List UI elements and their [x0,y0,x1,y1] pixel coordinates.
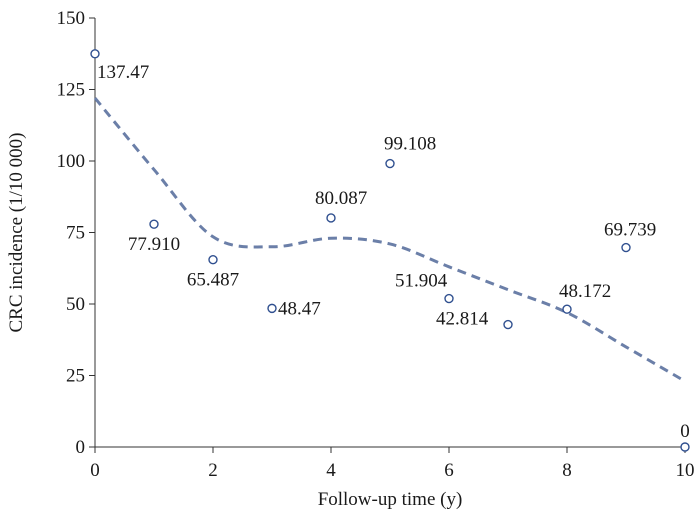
x-tick-label: 2 [208,460,218,481]
data-point [267,303,277,314]
data-point [326,213,336,223]
data-point [503,319,513,330]
data-labels: 137.47 77.910 65.487 48.47 80.087 99.108 51.90… [97,62,690,442]
x-tick-label: 6 [444,460,454,481]
y-tick-label: 50 [66,294,85,315]
trendline [93,97,686,383]
data-label: 0 [680,421,690,442]
x-tick-label: 0 [90,460,100,481]
data-label: 48.47 [278,298,321,319]
data-point [621,242,631,253]
y-tick-label: 150 [57,8,86,29]
data-label: 80.087 [315,188,367,209]
data-points [90,49,690,452]
data-point [90,49,100,59]
data-label: 51.904 [395,271,448,292]
plot-area: 0 25 50 75 100 125 150 0 2 4 6 8 10 137.47 77.910 65.… [57,8,695,481]
x-tick-label: 4 [326,460,336,481]
y-axis-ticks: 0 25 50 75 100 125 150 [57,8,95,458]
y-tick-label: 100 [57,151,86,172]
y-tick-label: 25 [66,366,85,387]
data-point [444,293,454,304]
x-tick-label: 10 [676,460,695,481]
data-point [680,442,690,452]
x-axis-ticks: 0 2 4 6 8 10 [90,447,695,481]
y-axis-title: CRC incidence (1/10 000) [6,133,27,333]
data-label: 77.910 [128,234,180,255]
data-point [149,219,159,229]
data-label: 69.739 [604,220,656,241]
y-tick-label: 75 [66,223,85,244]
data-point [385,158,395,169]
data-label: 99.108 [384,134,436,155]
data-point [562,304,572,314]
data-label: 48.172 [559,281,611,302]
x-axis-title: Follow-up time (y) [318,489,463,510]
data-label: 42.814 [436,309,489,330]
data-label: 65.487 [187,270,239,291]
x-tick-label: 8 [562,460,572,481]
data-label: 137.47 [97,62,149,83]
data-point [208,255,218,265]
y-tick-label: 125 [57,80,86,101]
y-tick-label: 0 [76,437,86,458]
